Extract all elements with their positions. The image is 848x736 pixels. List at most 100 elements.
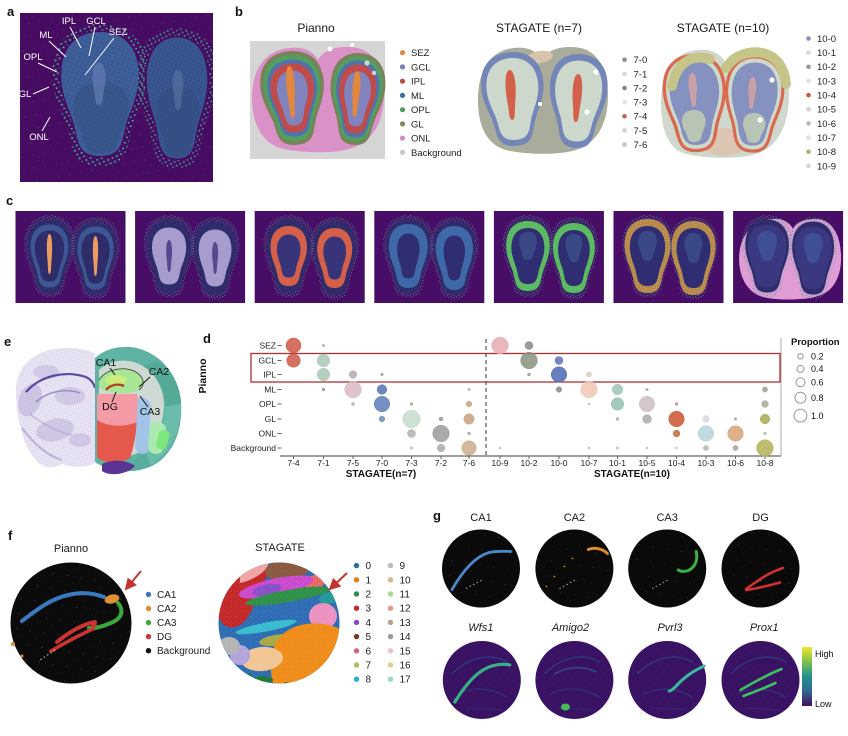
svg-text:7: 7	[366, 661, 372, 672]
svg-text:10-1: 10-1	[817, 48, 836, 59]
svg-text:10-5: 10-5	[638, 458, 655, 468]
svg-text:d: d	[203, 331, 211, 346]
svg-text:12: 12	[400, 604, 412, 615]
svg-text:CA1: CA1	[157, 590, 177, 601]
svg-text:CA2: CA2	[564, 512, 585, 524]
svg-text:7-5: 7-5	[347, 458, 360, 468]
svg-text:High: High	[815, 649, 834, 659]
svg-text:CA2: CA2	[149, 366, 170, 378]
svg-text:SEZ: SEZ	[259, 341, 276, 351]
svg-text:1: 1	[366, 575, 372, 586]
svg-text:ONL: ONL	[29, 132, 49, 143]
svg-text:f: f	[8, 528, 13, 543]
svg-text:GCL: GCL	[86, 16, 106, 27]
svg-text:Pvrl3: Pvrl3	[657, 622, 683, 634]
svg-text:Low: Low	[815, 699, 832, 709]
svg-text:14: 14	[400, 632, 412, 643]
svg-text:CA3: CA3	[157, 618, 177, 629]
svg-text:STAGATE(n=10): STAGATE(n=10)	[594, 469, 670, 480]
svg-text:10-4: 10-4	[668, 458, 685, 468]
svg-text:0.8: 0.8	[811, 393, 824, 403]
svg-text:Background: Background	[231, 443, 277, 453]
svg-text:10-7: 10-7	[817, 133, 836, 144]
svg-text:GCL: GCL	[259, 356, 277, 366]
svg-text:DG: DG	[102, 401, 118, 413]
svg-text:15: 15	[400, 646, 412, 657]
svg-text:7-0: 7-0	[634, 55, 648, 66]
svg-text:10-1: 10-1	[609, 458, 626, 468]
svg-text:10: 10	[400, 575, 412, 586]
svg-text:Background: Background	[411, 148, 462, 159]
svg-text:STAGATE: STAGATE	[255, 542, 305, 554]
svg-text:0.4: 0.4	[811, 364, 824, 374]
svg-text:e: e	[4, 334, 11, 349]
svg-text:0.6: 0.6	[811, 378, 824, 388]
svg-text:3: 3	[366, 604, 372, 615]
svg-text:CA1: CA1	[470, 512, 491, 524]
svg-text:7-3: 7-3	[634, 98, 648, 109]
svg-text:ONL: ONL	[411, 134, 431, 145]
svg-text:Wfs1: Wfs1	[468, 622, 493, 634]
svg-text:GL: GL	[19, 89, 32, 100]
svg-text:7-1: 7-1	[634, 69, 648, 80]
svg-text:g: g	[433, 508, 441, 523]
svg-text:Pianno: Pianno	[297, 21, 335, 35]
svg-text:b: b	[235, 4, 243, 19]
svg-text:4: 4	[366, 618, 372, 629]
svg-text:7-2: 7-2	[634, 83, 648, 94]
svg-text:GCL: GCL	[411, 62, 431, 73]
svg-text:7-5: 7-5	[634, 126, 648, 137]
svg-text:7-4: 7-4	[287, 458, 300, 468]
svg-text:2: 2	[366, 590, 372, 601]
svg-text:OPL: OPL	[259, 399, 276, 409]
svg-text:IPL: IPL	[62, 16, 76, 27]
svg-text:10-5: 10-5	[817, 105, 836, 116]
svg-text:7-6: 7-6	[634, 140, 648, 151]
svg-text:ML: ML	[39, 30, 52, 41]
svg-text:0: 0	[366, 561, 372, 572]
svg-text:7-1: 7-1	[317, 458, 330, 468]
svg-text:SEZ: SEZ	[411, 48, 430, 59]
svg-text:7-3: 7-3	[405, 458, 418, 468]
svg-text:9: 9	[400, 561, 406, 572]
svg-text:IPL: IPL	[411, 77, 425, 88]
svg-text:10-8: 10-8	[817, 147, 836, 158]
svg-text:Amigo2: Amigo2	[551, 622, 589, 634]
svg-text:13: 13	[400, 618, 412, 629]
svg-text:CA3: CA3	[656, 512, 677, 524]
svg-text:10-0: 10-0	[817, 34, 836, 45]
svg-text:Pianno: Pianno	[54, 543, 88, 555]
svg-text:OPL: OPL	[23, 52, 42, 63]
svg-text:CA3: CA3	[140, 406, 161, 418]
svg-text:10-7: 10-7	[580, 458, 597, 468]
svg-text:IPL: IPL	[263, 370, 276, 380]
svg-text:DG: DG	[752, 512, 769, 524]
svg-text:7-2: 7-2	[435, 458, 448, 468]
svg-text:OPL: OPL	[411, 105, 430, 116]
svg-text:6: 6	[366, 646, 372, 657]
svg-text:SEZ: SEZ	[109, 27, 128, 38]
svg-text:Prox1: Prox1	[750, 622, 779, 634]
svg-text:GL: GL	[265, 414, 277, 424]
svg-text:10-8: 10-8	[756, 458, 773, 468]
svg-text:Background: Background	[157, 646, 210, 657]
svg-text:8: 8	[366, 675, 372, 686]
svg-text:10-3: 10-3	[697, 458, 714, 468]
svg-text:10-2: 10-2	[520, 458, 537, 468]
svg-text:10-9: 10-9	[491, 458, 508, 468]
svg-text:CA1: CA1	[96, 357, 117, 369]
svg-text:11: 11	[400, 590, 411, 601]
svg-text:10-6: 10-6	[727, 458, 744, 468]
svg-text:ML: ML	[264, 385, 276, 395]
svg-text:STAGATE (n=10): STAGATE (n=10)	[677, 21, 770, 35]
svg-text:GL: GL	[411, 119, 424, 130]
svg-text:a: a	[7, 4, 15, 19]
svg-text:ML: ML	[411, 91, 424, 102]
svg-text:17: 17	[400, 675, 412, 686]
svg-text:DG: DG	[157, 632, 172, 643]
svg-text:10-9: 10-9	[817, 161, 836, 172]
svg-text:Proportion: Proportion	[791, 337, 840, 348]
svg-text:7-4: 7-4	[634, 112, 648, 123]
svg-text:0.2: 0.2	[811, 352, 824, 362]
svg-text:ONL: ONL	[259, 429, 277, 439]
